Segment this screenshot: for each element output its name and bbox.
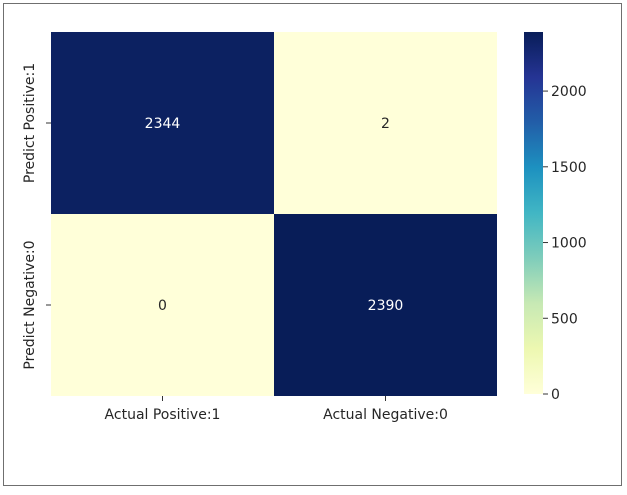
y-axis: Predict Positive:1 Predict Negative:0 — [22, 63, 51, 370]
colorbar-gradient — [524, 32, 543, 394]
heatmap-cell — [274, 214, 497, 396]
colorbar-tick-label: 1500 — [551, 160, 587, 176]
colorbar-tick-label: 500 — [551, 311, 578, 327]
colorbar-tick-label: 0 — [551, 387, 560, 403]
colorbar-tick-label: 2000 — [551, 84, 587, 100]
x-tick-label: Actual Negative:0 — [323, 407, 448, 423]
heatmap-cell — [274, 32, 497, 214]
figure-frame: 2344 2 0 2390 Actual Positive:1 Actual Negat… — [3, 3, 622, 486]
cell-value-label: 2 — [381, 116, 390, 132]
cell-value-label: 2390 — [368, 298, 404, 314]
heatmap-chart: 2344 2 0 2390 Actual Positive:1 Actual Negat… — [22, 32, 587, 423]
x-axis: Actual Positive:1 Actual Negative:0 — [105, 396, 448, 423]
y-tick-label: Predict Positive:1 — [22, 63, 38, 183]
cell-value-label: 2344 — [145, 116, 181, 132]
heatmap-cell — [51, 32, 274, 214]
x-tick-label: Actual Positive:1 — [105, 407, 221, 423]
colorbar-tick-label: 1000 — [551, 236, 587, 252]
heatmap-cells: 2344 2 0 2390 — [51, 32, 497, 396]
y-tick-label: Predict Negative:0 — [22, 240, 38, 369]
colorbar: 0 500 1000 1500 2000 — [524, 32, 587, 403]
cell-value-label: 0 — [158, 298, 167, 314]
heatmap-cell — [51, 214, 274, 396]
